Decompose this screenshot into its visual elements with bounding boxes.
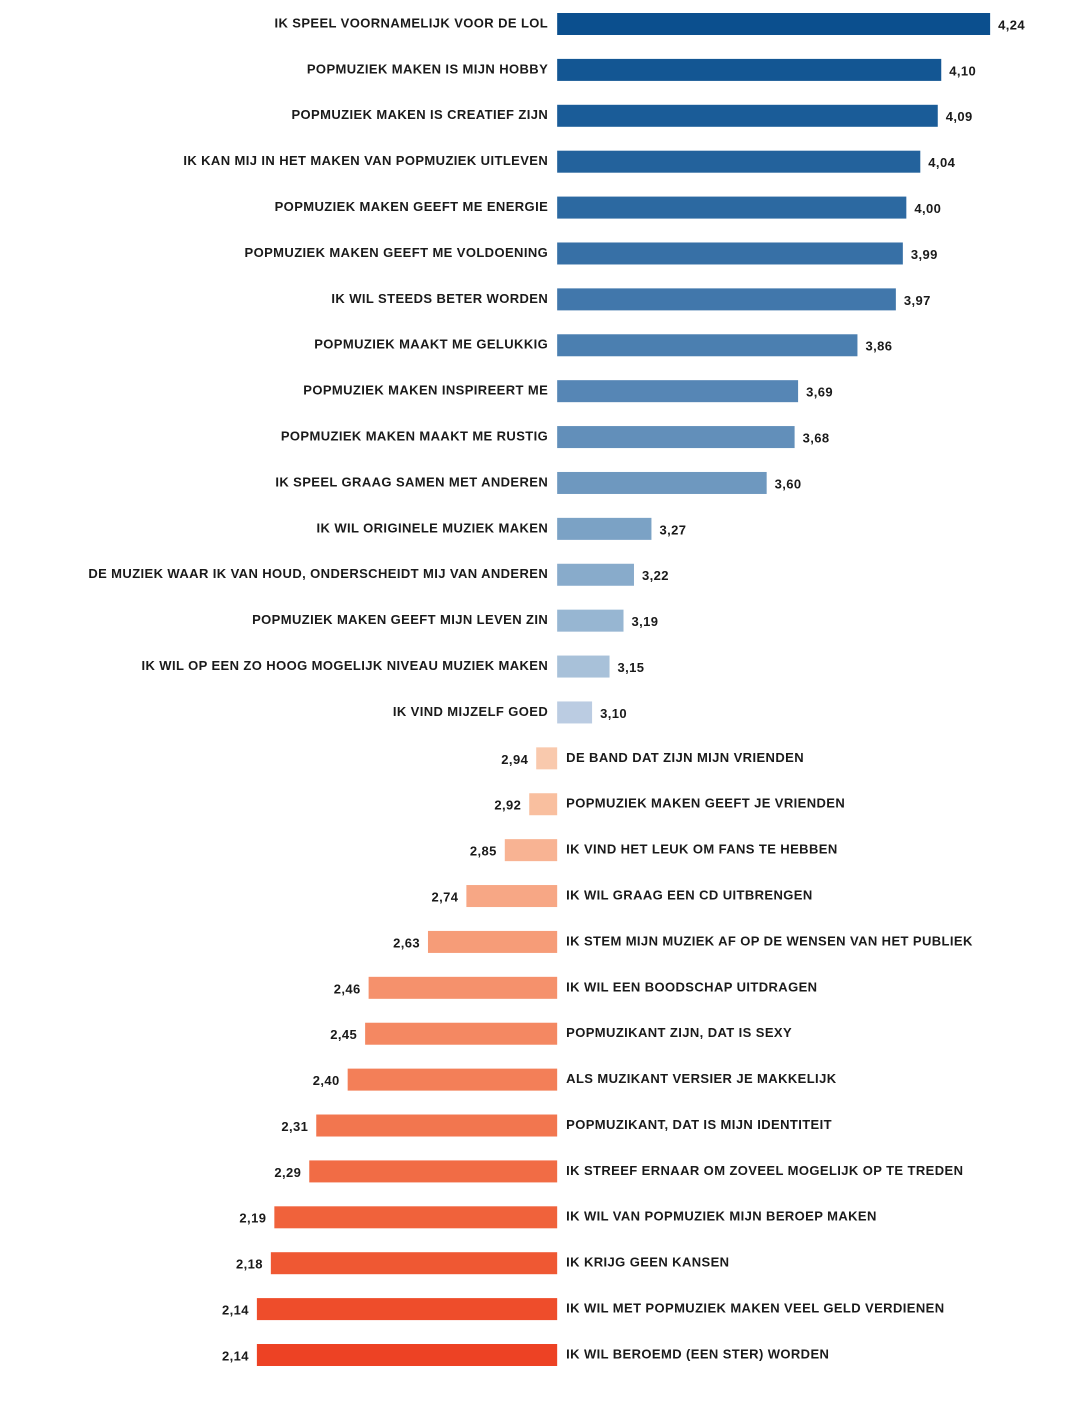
category-label: IK WIL MET POPMUZIEK MAKEN VEEL GELD VER… — [566, 1301, 944, 1316]
category-label: POPMUZIKANT, DAT IS MIJN IDENTITEIT — [566, 1117, 832, 1132]
bar — [557, 380, 799, 403]
value-label: 2,29 — [274, 1165, 301, 1180]
bar — [557, 609, 624, 632]
category-label: IK SPEEL GRAAG SAMEN MET ANDEREN — [275, 474, 548, 489]
value-label: 4,09 — [946, 109, 973, 124]
bar — [557, 196, 907, 219]
bar — [427, 930, 558, 953]
value-label: 4,04 — [928, 155, 955, 170]
bar — [557, 58, 942, 81]
bar — [557, 701, 593, 724]
value-label: 2,40 — [313, 1073, 340, 1088]
bar — [536, 747, 558, 770]
bar — [256, 1344, 558, 1366]
category-label: DE MUZIEK WAAR IK VAN HOUD, ONDERSCHEIDT… — [88, 566, 548, 581]
value-label: 2,94 — [501, 752, 528, 767]
bar — [270, 1252, 558, 1275]
value-label: 2,14 — [222, 1348, 249, 1363]
category-label: POPMUZIEK MAKEN GEEFT JE VRIENDEN — [566, 796, 845, 811]
bar — [309, 1160, 558, 1183]
bar — [529, 793, 558, 816]
bar — [347, 1068, 558, 1091]
category-label: IK WIL ORIGINELE MUZIEK MAKEN — [317, 520, 549, 535]
value-label: 2,74 — [431, 889, 458, 904]
category-label: IK WIL BEROEMD (EEN STER) WORDEN — [566, 1346, 829, 1361]
value-label: 2,45 — [330, 1027, 357, 1042]
category-label: POPMUZIEK MAKEN GEEFT ME VOLDOENING — [245, 245, 549, 260]
category-label: POPMUZIEK MAKEN MAAKT ME RUSTIG — [281, 429, 548, 444]
bar — [256, 1298, 558, 1321]
category-label: IK WIL OP EEN ZO HOOG MOGELIJK NIVEAU MU… — [142, 658, 549, 673]
category-label: ALS MUZIKANT VERSIER JE MAKKELIJK — [566, 1071, 837, 1086]
value-label: 4,00 — [914, 201, 941, 216]
category-label: IK WIL VAN POPMUZIEK MIJN BEROEP MAKEN — [566, 1209, 877, 1224]
bar — [466, 885, 558, 908]
bar — [557, 150, 921, 173]
category-label: IK KRIJG GEEN KANSEN — [566, 1255, 729, 1270]
category-label: POPMUZIEK MAKEN IS CREATIEF ZIJN — [291, 107, 548, 122]
category-label: POPMUZIEK MAKEN INSPIREERT ME — [303, 383, 548, 398]
value-label: 2,14 — [222, 1303, 249, 1318]
category-label: IK WIL GRAAG EEN CD UITBRENGEN — [566, 887, 813, 902]
category-label: POPMUZIEK MAKEN GEEFT ME ENERGIE — [275, 199, 549, 214]
category-label: DE BAND DAT ZIJN MIJN VRIENDEN — [566, 750, 804, 765]
value-label: 3,10 — [600, 706, 627, 721]
value-label: 3,19 — [632, 614, 659, 629]
category-label: IK VIND MIJZELF GOED — [393, 704, 548, 719]
category-label: POPMUZIEK MAAKT ME GELUKKIG — [314, 337, 548, 352]
value-label: 2,85 — [470, 844, 497, 859]
value-label: 3,86 — [865, 339, 892, 354]
value-label: 2,19 — [239, 1211, 266, 1226]
value-label: 2,18 — [236, 1257, 263, 1272]
bar — [504, 839, 558, 862]
bar — [557, 334, 858, 357]
value-label: 2,46 — [334, 981, 361, 996]
value-label: 2,63 — [393, 935, 420, 950]
category-label: IK KAN MIJ IN HET MAKEN VAN POPMUZIEK UI… — [183, 153, 548, 168]
category-label: IK STREEF ERNAAR OM ZOVEEL MOGELIJK OP T… — [566, 1163, 963, 1178]
value-label: 2,92 — [494, 798, 521, 813]
bar — [557, 655, 610, 678]
bar — [316, 1114, 558, 1137]
bar — [365, 1022, 558, 1045]
value-label: 3,97 — [904, 293, 931, 308]
category-label: POPMUZIKANT ZIJN, DAT IS SEXY — [566, 1025, 792, 1040]
value-label: 4,10 — [949, 63, 976, 78]
value-label: 3,27 — [659, 522, 686, 537]
value-label: 3,60 — [775, 476, 802, 491]
value-label: 3,15 — [618, 660, 645, 675]
bar — [557, 288, 896, 311]
category-label: IK VIND HET LEUK OM FANS TE HEBBEN — [566, 842, 837, 857]
value-label: 4,24 — [998, 17, 1025, 32]
bar — [557, 426, 795, 449]
bar — [368, 976, 558, 999]
bar — [557, 104, 938, 127]
bar — [557, 563, 634, 586]
bar — [274, 1206, 558, 1229]
category-label: POPMUZIEK MAKEN IS MIJN HOBBY — [307, 61, 548, 76]
value-label: 3,22 — [642, 568, 669, 583]
bar — [557, 242, 903, 265]
category-label: POPMUZIEK MAKEN GEEFT MIJN LEVEN ZIN — [252, 612, 548, 627]
category-label: IK SPEEL VOORNAMELIJK VOOR DE LOL — [274, 15, 548, 30]
category-label: IK STEM MIJN MUZIEK AF OP DE WENSEN VAN … — [566, 933, 973, 948]
bar — [557, 13, 991, 35]
value-label: 2,31 — [281, 1119, 308, 1134]
category-label: IK WIL EEN BOODSCHAP UITDRAGEN — [566, 979, 817, 994]
category-label: IK WIL STEEDS BETER WORDEN — [331, 291, 548, 306]
bar — [557, 517, 652, 540]
bar — [557, 471, 767, 494]
value-label: 3,99 — [911, 247, 938, 262]
value-label: 3,69 — [806, 385, 833, 400]
value-label: 3,68 — [803, 431, 830, 446]
